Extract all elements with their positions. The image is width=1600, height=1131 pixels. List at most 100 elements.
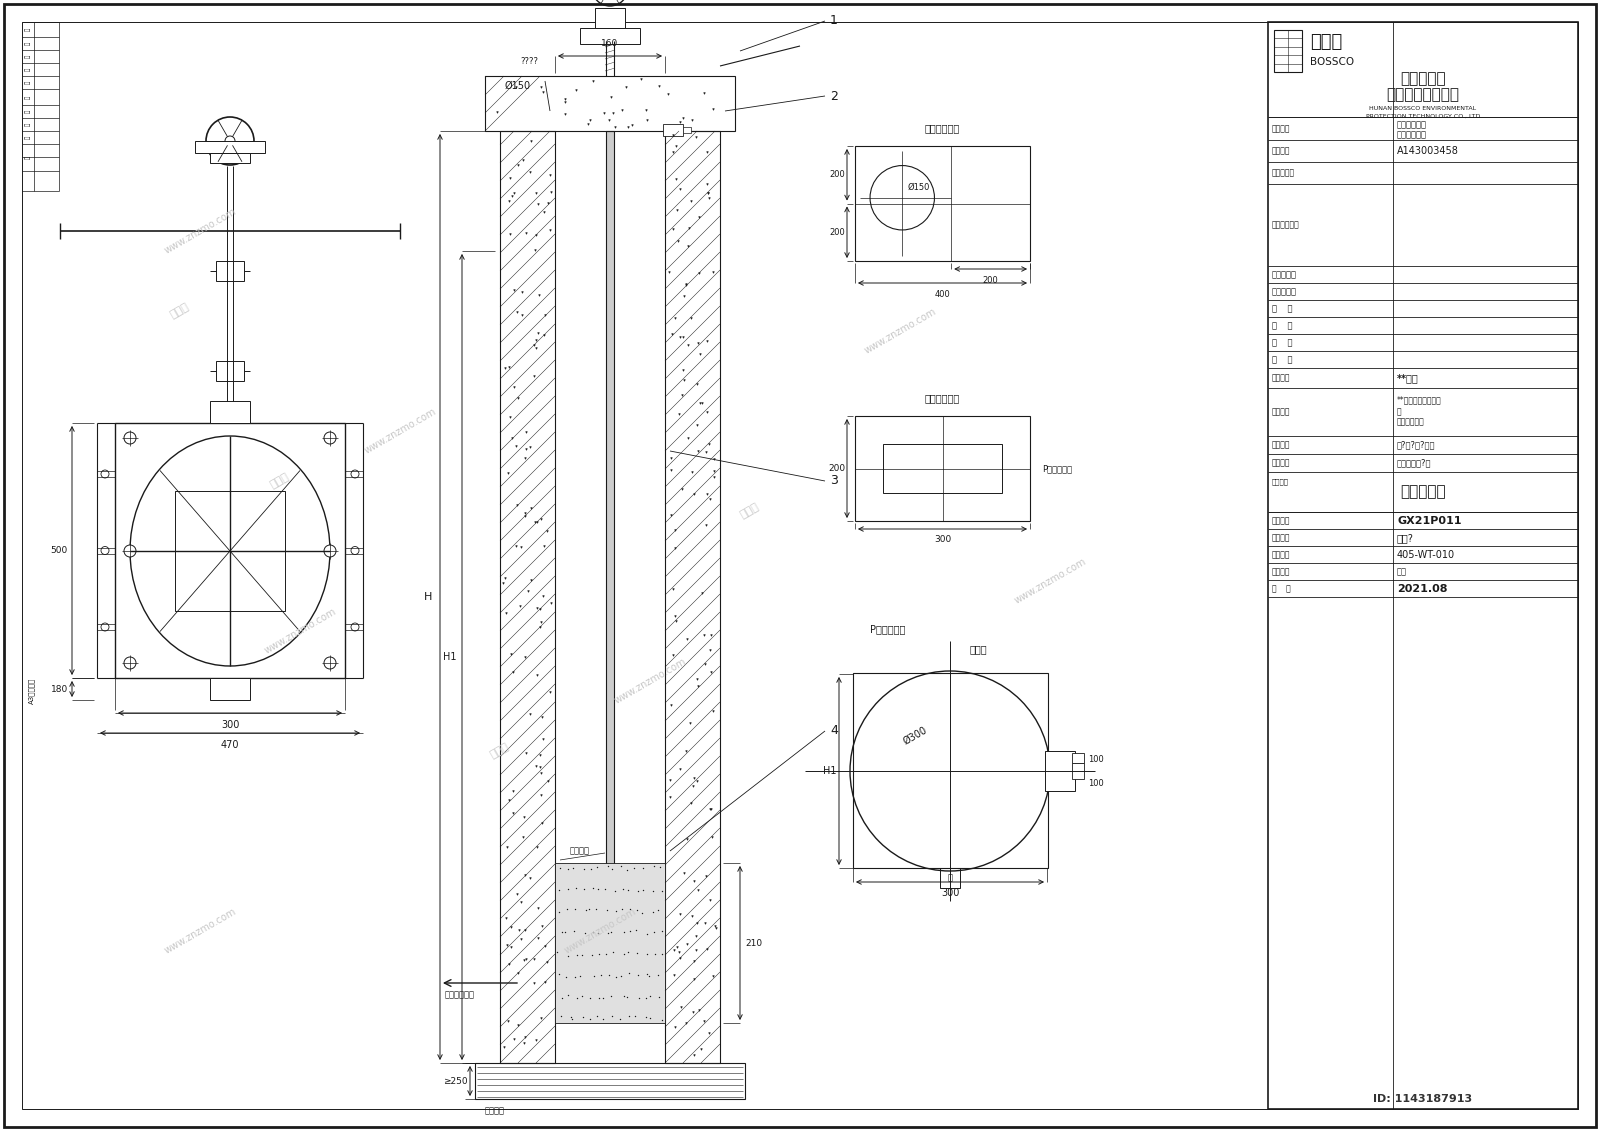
Text: 设施建设项目: 设施建设项目 [1397, 417, 1424, 426]
Text: HUNAN BOSSCO ENVIRONMENTAL: HUNAN BOSSCO ENVIRONMENTAL [1370, 105, 1477, 111]
Circle shape [101, 470, 109, 478]
Bar [666, 131, 720, 1063]
Text: 200: 200 [829, 171, 845, 179]
Circle shape [101, 623, 109, 631]
Text: 期: 期 [26, 110, 30, 113]
Text: 二次灌浆: 二次灌浆 [485, 1106, 506, 1115]
Bar [662, 124, 683, 136]
Circle shape [125, 545, 136, 556]
Text: 4: 4 [830, 725, 838, 737]
Circle shape [350, 546, 358, 554]
Text: 200: 200 [829, 227, 845, 236]
Text: 版: 版 [26, 95, 30, 98]
Text: 180: 180 [51, 684, 67, 693]
Text: Ø150: Ø150 [506, 81, 531, 90]
Text: ID: 1143187913: ID: 1143187913 [1373, 1094, 1472, 1104]
Text: 知乎网: 知乎网 [490, 742, 510, 760]
Circle shape [125, 432, 136, 444]
Text: 图纸编号: 图纸编号 [1272, 551, 1291, 560]
Text: 础: 础 [1397, 407, 1402, 416]
Text: 版: 版 [26, 28, 30, 32]
Text: www.znzmo.com: www.znzmo.com [162, 906, 238, 956]
Text: 2021.08: 2021.08 [1397, 584, 1448, 594]
Text: 环型板: 环型板 [970, 644, 987, 654]
Text: P角锚埋件用: P角锚埋件用 [1042, 464, 1072, 473]
Text: 图纸版本: 图纸版本 [1272, 568, 1291, 577]
Bar [216, 361, 243, 381]
Bar [555, 863, 666, 1024]
Bar [941, 867, 960, 888]
Text: 项目名称: 项目名称 [1272, 407, 1291, 416]
Text: 校    对: 校 对 [1272, 321, 1293, 330]
Text: www.znzmo.com: www.znzmo.com [862, 307, 938, 355]
Text: 二次灌浆: 二次灌浆 [570, 846, 590, 855]
Text: www.znzmo.com: www.znzmo.com [262, 606, 338, 656]
Text: 1: 1 [830, 15, 838, 27]
Text: 注意事项内容: 注意事项内容 [1272, 221, 1299, 230]
Text: 项目编号: 项目编号 [1272, 517, 1291, 526]
Bar [1072, 753, 1085, 763]
Text: 图纸名称: 图纸名称 [1272, 478, 1290, 485]
Bar [579, 28, 640, 44]
Text: www.znzmo.com: www.znzmo.com [162, 206, 238, 256]
Text: 设计阶段: 设计阶段 [1272, 534, 1291, 543]
Bar [216, 261, 243, 280]
Text: 主项名称: 主项名称 [1272, 440, 1291, 449]
Text: 项目负责人: 项目负责人 [1272, 270, 1298, 279]
Text: 内: 内 [26, 81, 30, 84]
Text: 日    期: 日 期 [1272, 585, 1291, 594]
Bar [115, 423, 346, 677]
Circle shape [350, 623, 358, 631]
Text: 市政行业甲级: 市政行业甲级 [1397, 121, 1427, 130]
Text: 专业负责人: 专业负责人 [1272, 287, 1298, 296]
Text: A3出图比例: A3出图比例 [29, 677, 35, 705]
Text: 知乎网: 知乎网 [739, 502, 762, 520]
Text: 核?生?修?工程: 核?生?修?工程 [1397, 440, 1435, 449]
Text: 设    计: 设 计 [1272, 304, 1293, 313]
Text: 200: 200 [827, 464, 845, 473]
Text: www.znzmo.com: www.znzmo.com [562, 906, 638, 956]
Circle shape [350, 470, 358, 478]
Text: ≥250: ≥250 [443, 1077, 467, 1086]
Text: 甲: 甲 [947, 873, 952, 882]
Text: 证书编号: 证书编号 [1272, 147, 1291, 155]
Bar [595, 8, 626, 28]
Bar [853, 673, 1048, 867]
Text: 2: 2 [830, 89, 838, 103]
Bar [499, 131, 555, 1063]
Text: 内: 内 [26, 156, 30, 159]
Text: 总院专用章: 总院专用章 [1272, 169, 1294, 178]
Text: 顶板锚固钢筋: 顶板锚固钢筋 [925, 123, 960, 133]
Text: 锚导夹板钢筋: 锚导夹板钢筋 [925, 392, 960, 403]
Text: 改: 改 [26, 123, 30, 127]
Text: 环保科技有限公司: 环保科技有限公司 [1387, 87, 1459, 103]
Bar [1274, 31, 1302, 72]
Text: 核: 核 [26, 68, 30, 71]
Bar [210, 153, 250, 163]
Bar [210, 402, 250, 423]
Text: GX21P011: GX21P011 [1397, 516, 1461, 526]
Text: 210: 210 [746, 939, 762, 948]
Text: 博世科: 博世科 [1310, 33, 1342, 51]
Circle shape [323, 432, 336, 444]
Bar [485, 76, 734, 131]
Text: Ø150: Ø150 [907, 183, 930, 192]
Text: 100: 100 [1088, 754, 1104, 763]
Text: A143003458: A143003458 [1397, 146, 1459, 156]
Text: 300: 300 [221, 720, 238, 729]
Text: BOSSCO: BOSSCO [1310, 57, 1354, 67]
Text: PROTECTION TECHNOLOGY CO., LTD: PROTECTION TECHNOLOGY CO., LTD [1366, 113, 1480, 119]
Bar [606, 131, 614, 933]
Text: www.znzmo.com: www.znzmo.com [613, 656, 688, 706]
Text: 闸门大样图: 闸门大样图 [1400, 484, 1446, 500]
Text: 审    定: 审 定 [1272, 355, 1293, 364]
Text: H: H [424, 592, 432, 602]
Text: 建设单位: 建设单位 [1272, 373, 1291, 382]
Bar [883, 444, 1002, 493]
Text: **大学校园环境基础: **大学校园环境基础 [1397, 396, 1442, 405]
Text: 湖南博世科: 湖南博世科 [1400, 71, 1446, 86]
Text: 知乎网: 知乎网 [269, 472, 291, 491]
Bar [854, 146, 1030, 261]
Circle shape [323, 545, 336, 556]
Text: 改: 改 [26, 55, 30, 58]
